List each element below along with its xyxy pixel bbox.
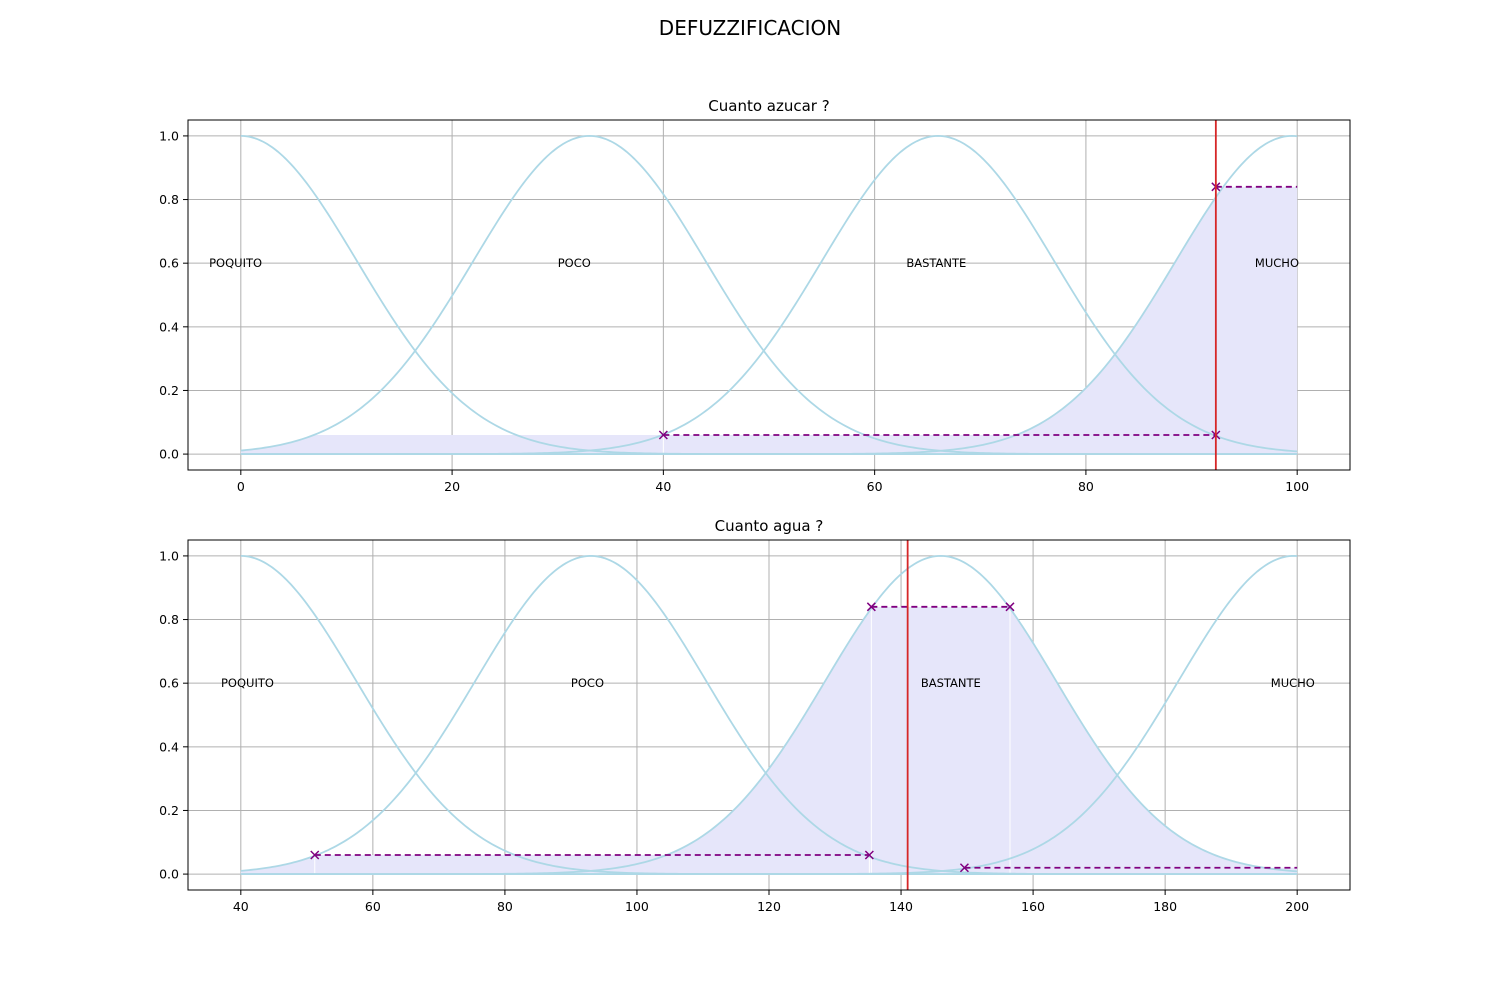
x-tick-label: 60	[867, 479, 883, 494]
axes-frame	[187, 119, 1351, 471]
x-tick-label: 80	[1078, 479, 1094, 494]
membership-label-poco: POCO	[558, 256, 591, 270]
subplot-title: Cuanto agua ?	[715, 517, 824, 535]
y-tick-label: 0.4	[159, 319, 179, 334]
y-tick-label: 0.6	[159, 676, 179, 691]
aggregated-area	[240, 606, 1298, 875]
x-tick-label: 40	[233, 899, 249, 914]
membership-label-poquito: POQUITO	[209, 256, 262, 270]
y-tick-label: 0.6	[159, 256, 179, 271]
x-tick-label: 40	[655, 479, 671, 494]
x-tick-label: 20	[444, 479, 460, 494]
membership-label-mucho: MUCHO	[1255, 256, 1299, 270]
membership-label-poco: POCO	[571, 676, 604, 690]
cut-marker	[658, 430, 668, 440]
y-tick-label: 0.8	[159, 612, 179, 627]
x-tick-label: 100	[625, 899, 649, 914]
y-tick-label: 0.2	[159, 383, 179, 398]
y-tick-label: 0.0	[159, 447, 179, 462]
x-tick-label: 140	[889, 899, 913, 914]
cut-marker	[866, 602, 876, 612]
cut-marker	[959, 863, 969, 873]
subplot-title: Cuanto azucar ?	[708, 97, 829, 115]
x-tick-label: 100	[1285, 479, 1309, 494]
y-tick-label: 0.4	[159, 739, 179, 754]
x-tick-label: 120	[757, 899, 781, 914]
x-tick-label: 60	[365, 899, 381, 914]
y-tick-label: 1.0	[159, 128, 179, 143]
membership-label-bastante: BASTANTE	[906, 256, 966, 270]
y-tick-label: 0.8	[159, 192, 179, 207]
x-tick-label: 180	[1153, 899, 1177, 914]
y-tick-label: 0.0	[159, 867, 179, 882]
membership-label-poquito: POQUITO	[221, 676, 274, 690]
figure-title: DEFUZZIFICACION	[658, 16, 842, 40]
y-tick-label: 1.0	[159, 548, 179, 563]
cut-marker	[310, 850, 320, 860]
x-tick-label: 80	[497, 899, 513, 914]
membership-label-bastante: BASTANTE	[921, 676, 981, 690]
subplot-1: POQUITO POCO BASTANTE MUCHO 0 20 40 60 80 100 0.0 0…	[159, 97, 1351, 494]
cut-marker	[864, 850, 874, 860]
membership-label-mucho: MUCHO	[1271, 676, 1315, 690]
y-tick-label: 0.2	[159, 803, 179, 818]
x-tick-label: 0	[237, 479, 245, 494]
cut-marker	[1005, 602, 1015, 612]
subplot-2: POQUITO POCO BASTANTE MUCHO 40 60 80 100 120 140 1…	[159, 517, 1351, 914]
aggregated-area	[240, 186, 1298, 455]
x-tick-label: 200	[1285, 899, 1309, 914]
x-tick-label: 160	[1021, 899, 1045, 914]
